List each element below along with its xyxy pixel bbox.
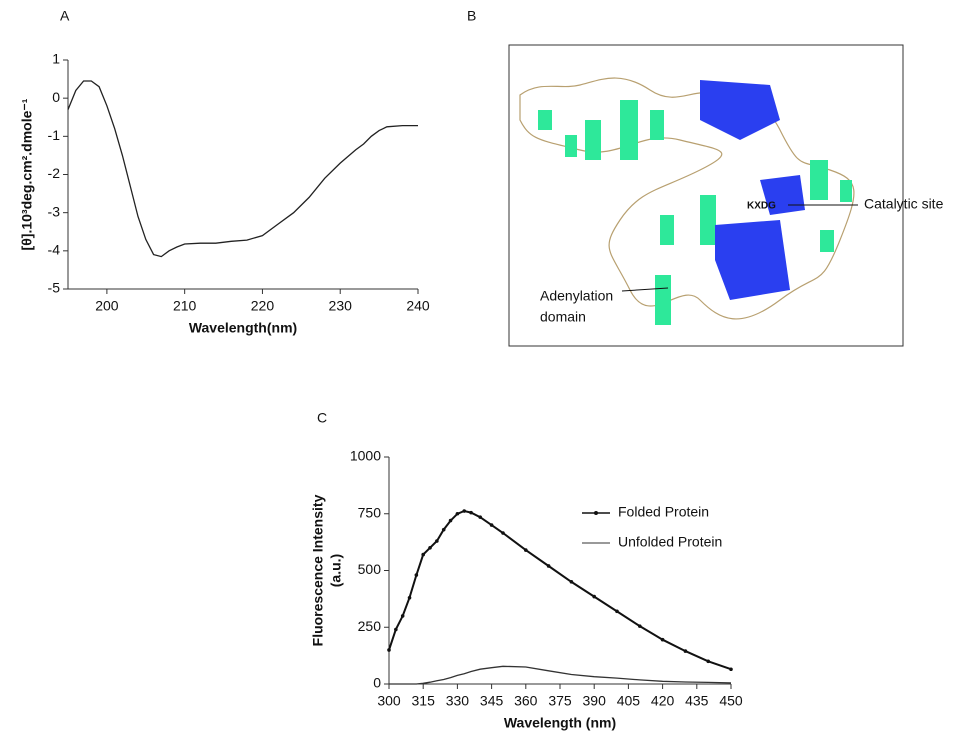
x-axis-label: Wavelength(nm) — [189, 320, 297, 336]
x-tick-label: 210 — [173, 298, 197, 314]
helices — [538, 100, 852, 325]
data-line — [389, 665, 732, 685]
x-tick-label: 390 — [583, 693, 607, 709]
annotation: domain — [540, 309, 586, 325]
panel-label: A — [60, 8, 70, 24]
data-line — [67, 80, 418, 258]
y-tick-label: 0 — [52, 89, 60, 105]
data-point — [489, 523, 494, 527]
y-tick-label: 500 — [358, 561, 382, 577]
data-point — [501, 531, 505, 535]
x-tick-label: 330 — [446, 693, 470, 709]
x-tick-label: 220 — [251, 298, 275, 314]
y-tick-label: 1 — [52, 51, 60, 67]
data-point — [592, 594, 596, 599]
coil — [519, 77, 855, 320]
y-tick-label: 0 — [373, 675, 381, 691]
legend-label: Unfolded Protein — [618, 534, 722, 550]
data-point — [387, 648, 391, 652]
data-point — [683, 649, 688, 653]
panel-label: C — [317, 410, 327, 426]
y-axis-label: Fluorescence Intensity — [310, 494, 326, 646]
data-point — [638, 624, 642, 628]
data-point — [455, 511, 460, 516]
data-point — [478, 515, 483, 519]
x-tick-label: 435 — [685, 693, 709, 709]
y-axis-label: [θ].10³deg.cm².dmole⁻¹ — [19, 98, 35, 250]
data-point — [448, 518, 453, 523]
motif-label: KXDG — [747, 201, 776, 212]
data-point — [569, 580, 574, 584]
data-point — [729, 667, 733, 672]
x-axis-label: Wavelength (nm) — [504, 715, 616, 731]
y-tick-label: -5 — [48, 280, 61, 296]
data-point — [394, 627, 398, 632]
x-tick-label: 345 — [480, 693, 504, 709]
sheets — [700, 80, 805, 300]
y-tick-label: 750 — [358, 504, 382, 520]
data-point — [435, 539, 439, 543]
data-point — [441, 527, 446, 532]
x-tick-label: 405 — [617, 693, 641, 709]
y-tick-label: 1000 — [350, 448, 381, 464]
y-tick-label: -4 — [48, 242, 61, 258]
data-point — [615, 609, 619, 614]
y-tick-label: 250 — [358, 618, 382, 634]
legend-label: Folded Protein — [618, 504, 709, 520]
x-tick-label: 300 — [377, 693, 401, 709]
y-tick-label: -2 — [48, 165, 61, 181]
x-tick-label: 315 — [412, 693, 436, 709]
x-tick-label: 240 — [406, 298, 430, 314]
panel-label: B — [467, 8, 476, 24]
x-tick-label: 200 — [95, 298, 119, 314]
y-tick-label: -1 — [48, 127, 61, 143]
legend-marker — [594, 511, 598, 515]
x-tick-label: 450 — [719, 693, 743, 709]
pointer — [621, 287, 669, 292]
annotation: Catalytic site — [864, 196, 944, 212]
data-point — [400, 614, 405, 618]
structure-image: KXDG Catalytic site Adenylation domain — [508, 44, 944, 347]
data-line — [388, 509, 732, 671]
data-point — [414, 573, 419, 577]
y-tick-label: -3 — [48, 203, 61, 219]
data-point — [469, 510, 473, 515]
data-point — [407, 595, 412, 600]
data-point — [462, 509, 467, 513]
data-point — [546, 564, 551, 568]
x-tick-label: 420 — [651, 693, 675, 709]
data-point — [524, 548, 528, 552]
data-point — [660, 637, 665, 642]
data-point — [428, 546, 432, 550]
data-point — [706, 659, 710, 664]
y-axis-label: (a.u.) — [328, 554, 344, 587]
annotation: Adenylation — [540, 288, 613, 304]
x-tick-label: 375 — [548, 693, 572, 709]
data-point — [421, 552, 426, 557]
x-tick-label: 230 — [329, 298, 353, 314]
x-tick-label: 360 — [514, 693, 538, 709]
